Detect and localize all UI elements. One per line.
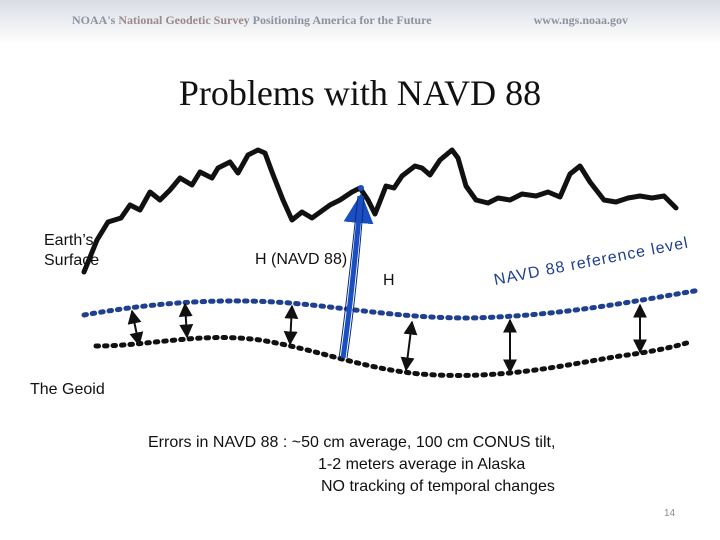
separation-arrow-4 (400, 320, 418, 372)
separation-arrow-1 (127, 309, 144, 347)
earth-surface-label: Earth’s Surface (44, 231, 99, 271)
geoid-line (93, 335, 693, 378)
h-label: H (383, 272, 395, 289)
errors-block: Errors in NAVD 88 : ~50 cm average, 100 … (148, 432, 555, 498)
errors-line-2: 1-2 meters average in Alaska (318, 456, 526, 473)
surface-point (358, 185, 364, 191)
slide-number: 14 (664, 508, 676, 519)
header-agency: National Geodetic Survey (118, 13, 250, 27)
errors-row-2: 1-2 meters average in Alaska (148, 454, 555, 476)
errors-row-1: Errors in NAVD 88 : ~50 cm average, 100 … (148, 432, 555, 454)
navd88-reference-line (81, 287, 703, 321)
header-tagline: Positioning America for the Future (252, 13, 432, 27)
slide-title: Problems with NAVD 88 (178, 73, 542, 113)
header-band: NOAA's National Geodetic Survey Position… (0, 0, 720, 44)
navd-height-arrow-outline (338, 195, 365, 359)
geoid-label: The Geoid (30, 381, 105, 398)
errors-line-1: ~50 cm average, 100 cm CONUS tilt, (291, 434, 556, 451)
earth-surface-label-text: Earth’s Surface (44, 232, 100, 269)
errors-row-3: NO tracking of temporal changes (148, 476, 555, 498)
separation-arrow-2 (178, 302, 194, 339)
errors-line-3: NO tracking of temporal changes (321, 478, 555, 495)
separation-arrow-3 (283, 304, 299, 346)
navd-h-label: H (NAVD 88) (255, 251, 348, 268)
header-url[interactable]: www.ngs.noaa.gov (533, 13, 628, 27)
navd-height-arrow (340, 193, 374, 359)
header-title: NOAA's National Geodetic Survey Position… (72, 13, 432, 28)
errors-prefix: Errors in NAVD 88 : (148, 434, 288, 451)
header-org: NOAA's (72, 13, 116, 27)
